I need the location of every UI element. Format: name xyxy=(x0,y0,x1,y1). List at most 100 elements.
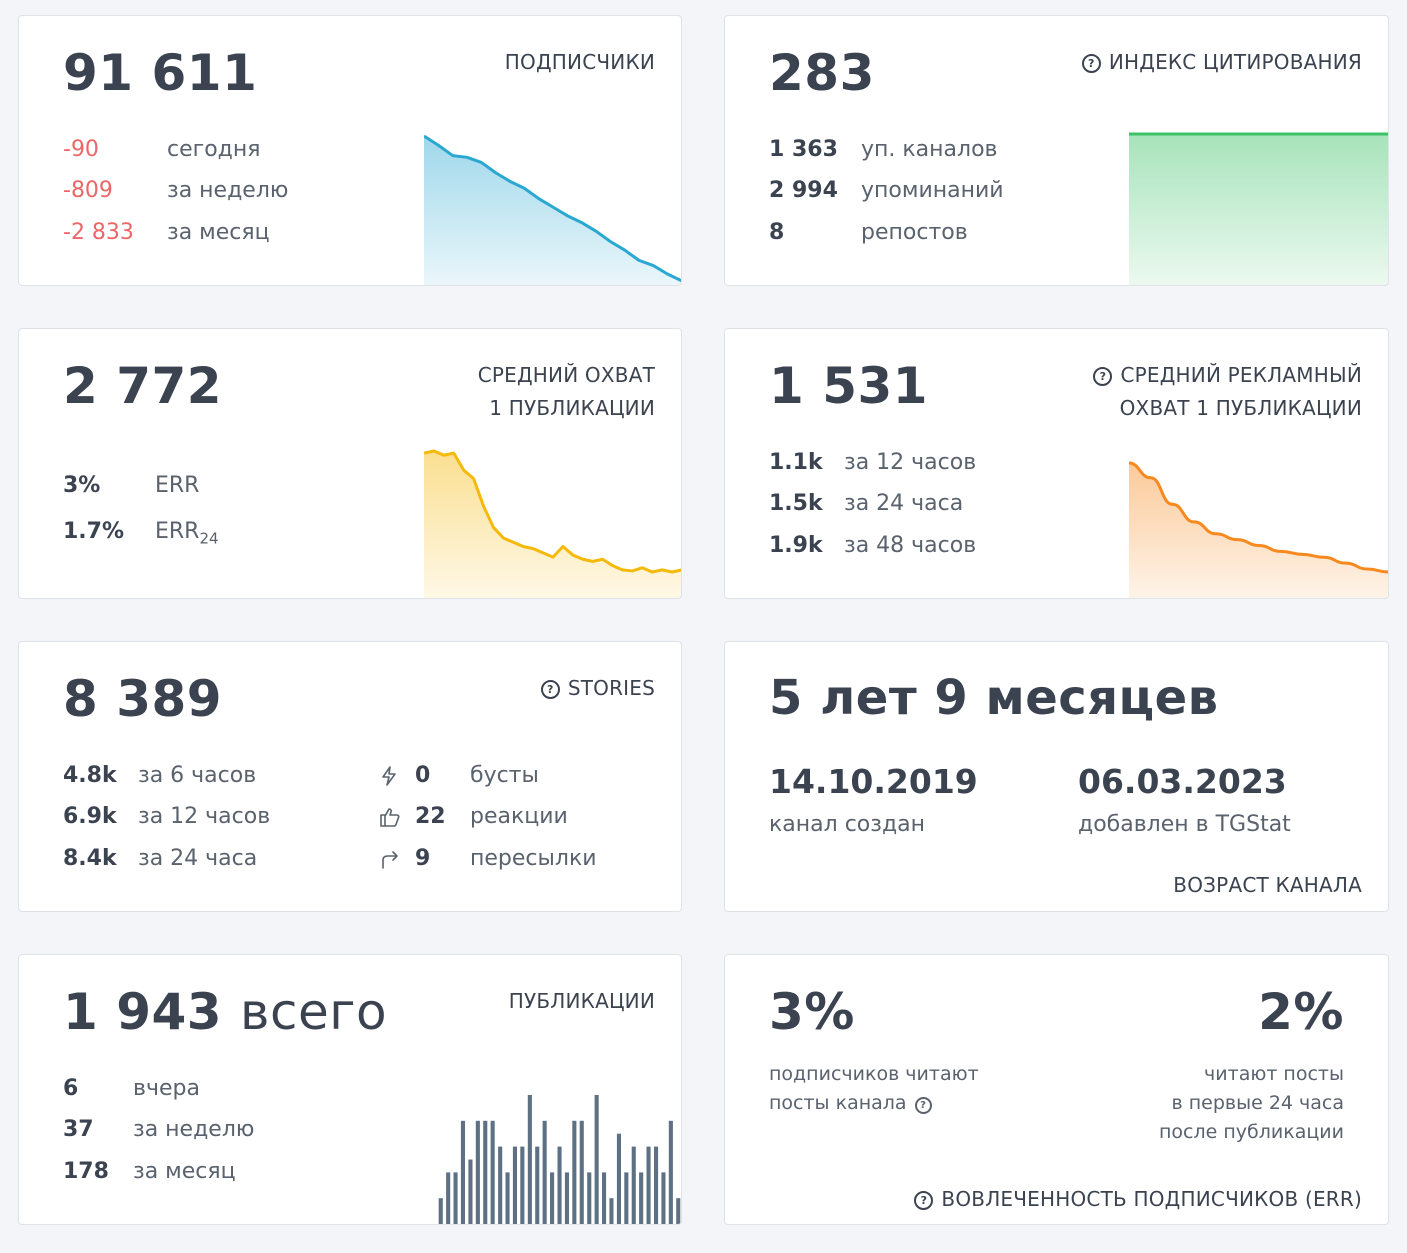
help-icon[interactable]: ? xyxy=(1093,367,1113,386)
posts-value: 1 943 всего xyxy=(63,983,388,1041)
ad-reach-sparkline xyxy=(1129,461,1388,598)
stories-value: 8 389 xyxy=(63,670,223,728)
bar xyxy=(512,1146,517,1224)
bar xyxy=(579,1120,584,1224)
bar xyxy=(490,1120,495,1224)
added-label: добавлен в TGStat xyxy=(1078,812,1291,837)
area-fill xyxy=(1129,463,1388,598)
citation-mentions-value: 2 994 xyxy=(769,178,838,203)
posts-week-label: за неделю xyxy=(133,1117,255,1142)
help-icon[interactable]: ? xyxy=(1081,54,1101,73)
bar xyxy=(542,1120,547,1224)
bar xyxy=(460,1120,465,1224)
series-line xyxy=(1129,461,1388,574)
bar xyxy=(446,1172,451,1224)
citation-value: 283 xyxy=(769,44,875,102)
citation-card[interactable]: 283 ? ИНДЕКС ЦИТИРОВАНИЯ 1 363 уп. канало… xyxy=(724,15,1389,286)
subscribers-week-value: -809 xyxy=(63,178,113,203)
err-value: 3% xyxy=(63,473,101,498)
help-icon[interactable]: ? xyxy=(540,680,560,699)
subscribers-today-value: -90 xyxy=(63,137,99,162)
ad-reach-card[interactable]: 1 531 ? СРЕДНИЙ РЕКЛАМНЫЙ ОХВАТ 1 ПУБЛИКА… xyxy=(724,328,1389,599)
bar xyxy=(498,1146,503,1224)
ad-reach-24h-value: 1.5k xyxy=(769,491,823,516)
bar xyxy=(602,1172,607,1224)
engagement-title: ? ВОВЛЕЧЕННОСТЬ ПОДПИСЧИКОВ (ERR) xyxy=(914,1183,1362,1216)
posts-yesterday-value: 6 xyxy=(63,1076,79,1101)
citation-channels-value: 1 363 xyxy=(769,137,838,162)
posts-yesterday-label: вчера xyxy=(133,1076,200,1101)
citation-reposts-value: 8 xyxy=(769,220,785,245)
ad-reach-12h-value: 1.1k xyxy=(769,450,823,475)
bar xyxy=(639,1172,644,1224)
posts-month-value: 178 xyxy=(63,1159,109,1184)
age-card[interactable]: 5 лет 9 месяцев 14.10.2019 канал создан … xyxy=(724,641,1389,912)
posts-bar-chart xyxy=(438,1095,681,1224)
bar xyxy=(676,1198,681,1224)
subscribers-value: 91 611 xyxy=(63,44,258,102)
posts-week-value: 37 xyxy=(63,1117,94,1142)
help-icon[interactable]: ? xyxy=(914,1191,934,1210)
bar xyxy=(475,1120,480,1224)
err24-value: 1.7% xyxy=(63,519,125,544)
bar xyxy=(483,1120,488,1224)
posts-title: ПУБЛИКАЦИИ xyxy=(508,989,655,1013)
bar xyxy=(661,1172,666,1224)
bar xyxy=(654,1146,659,1224)
subscribers-month-value: -2 833 xyxy=(63,220,134,245)
subscribers-week-label: за неделю xyxy=(167,178,289,203)
stories-title: ? STORIES xyxy=(540,672,655,705)
engagement-left-value: 3% xyxy=(769,983,855,1041)
forwards-label: пересылки xyxy=(470,846,597,871)
citation-reposts-label: репостов xyxy=(861,220,968,245)
citation-channels-label: уп. каналов xyxy=(861,137,998,162)
area-fill xyxy=(1129,134,1388,285)
citation-sparkline xyxy=(1129,132,1388,285)
bar xyxy=(624,1172,629,1224)
created-date: 14.10.2019 xyxy=(769,762,978,801)
bar xyxy=(438,1198,443,1224)
subscribers-card[interactable]: 91 611 ПОДПИСЧИКИ -90 сегодня -809 за не… xyxy=(18,15,682,286)
ad-reach-48h-value: 1.9k xyxy=(769,533,823,558)
stories-24h-value: 8.4k xyxy=(63,846,117,871)
bar xyxy=(505,1172,510,1224)
engagement-right-value: 2% xyxy=(1258,983,1344,1041)
area-fill xyxy=(424,136,681,285)
subscribers-title: ПОДПИСЧИКИ xyxy=(504,50,655,74)
forward-icon xyxy=(382,851,398,869)
bar xyxy=(646,1146,651,1224)
series-line xyxy=(424,449,681,574)
stories-24h-label: за 24 часа xyxy=(138,846,258,871)
bar xyxy=(572,1120,577,1224)
posts-value-suffix: всего xyxy=(240,983,388,1041)
age-title: ВОЗРАСТ КАНАЛА xyxy=(1173,873,1362,897)
ad-reach-12h-label: за 12 часов xyxy=(844,450,977,475)
bar xyxy=(453,1172,458,1224)
bar xyxy=(616,1133,621,1224)
bar xyxy=(594,1095,599,1224)
boosts-label: бусты xyxy=(470,763,539,788)
stories-card[interactable]: 8 389 ? STORIES 4.8k за 6 часов 6.9k за 1… xyxy=(18,641,682,912)
reach-card[interactable]: 2 772 СРЕДНИЙ ОХВАТ 1 ПУБЛИКАЦИИ 3% ERR … xyxy=(18,328,682,599)
engagement-right-note: читают посты в первые 24 часа после публ… xyxy=(1159,1063,1344,1143)
boosts-value: 0 xyxy=(415,763,431,788)
reactions-value: 22 xyxy=(415,804,446,829)
series-line xyxy=(424,134,681,283)
ad-reach-title: ? СРЕДНИЙ РЕКЛАМНЫЙ ОХВАТ 1 ПУБЛИКАЦИИ xyxy=(1093,359,1362,425)
added-date: 06.03.2023 xyxy=(1078,762,1287,801)
bar xyxy=(631,1146,636,1224)
stories-6h-value: 4.8k xyxy=(63,763,117,788)
help-icon[interactable]: ? xyxy=(914,1097,932,1114)
subscribers-month-label: за месяц xyxy=(167,220,270,245)
err-label: ERR xyxy=(155,473,200,498)
engagement-card[interactable]: 3% 2% подписчиков читают посты канала? ч… xyxy=(724,954,1389,1225)
ad-reach-value: 1 531 xyxy=(769,357,929,415)
posts-month-label: за месяц xyxy=(133,1159,236,1184)
subscribers-today-label: сегодня xyxy=(167,137,261,162)
citation-mentions-label: упоминаний xyxy=(861,178,1004,203)
bar xyxy=(668,1120,673,1224)
posts-card[interactable]: 1 943 всего ПУБЛИКАЦИИ 6 вчера 37 за нед… xyxy=(18,954,682,1225)
lightning-icon xyxy=(382,766,396,786)
ad-reach-48h-label: за 48 часов xyxy=(844,533,977,558)
bar xyxy=(520,1146,525,1224)
